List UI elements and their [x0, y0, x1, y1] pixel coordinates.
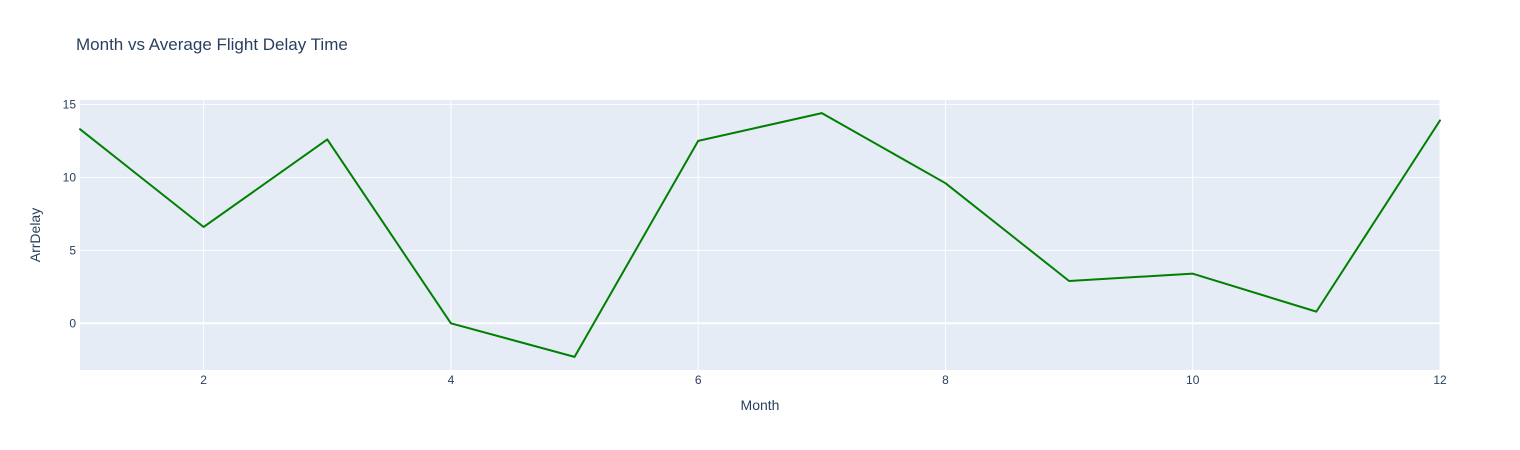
- plot-area: [80, 100, 1440, 370]
- y-tick-label: 5: [69, 243, 76, 257]
- x-tick-label: 6: [695, 373, 702, 387]
- y-tick-label: 15: [63, 97, 77, 111]
- y-axis-title: ArrDelay: [27, 208, 43, 262]
- x-axis-title: Month: [741, 397, 780, 413]
- chart-title: Month vs Average Flight Delay Time: [76, 35, 348, 54]
- y-tick-label: 10: [63, 170, 77, 184]
- x-tick-label: 4: [448, 373, 455, 387]
- tick-layer: 2 4 6 8 10 12 0 5 10 15: [63, 97, 1447, 387]
- x-tick-label: 10: [1186, 373, 1200, 387]
- y-tick-label: 0: [69, 316, 76, 330]
- series-layer: [79, 112, 1441, 358]
- x-tick-label: 12: [1433, 373, 1447, 387]
- series-line: [79, 112, 1441, 358]
- grid-layer: [80, 100, 1441, 370]
- x-tick-label: 2: [200, 373, 207, 387]
- x-tick-label: 8: [942, 373, 949, 387]
